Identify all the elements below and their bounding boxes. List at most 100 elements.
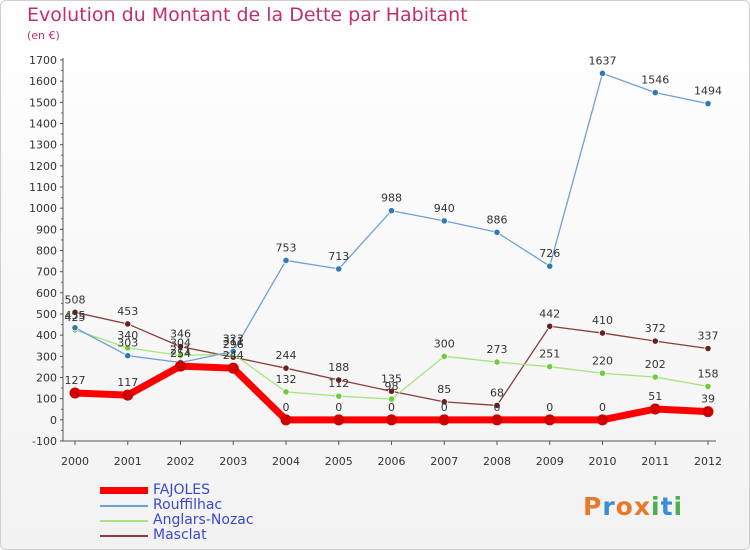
- data-point: [176, 351, 185, 360]
- data-label: 940: [434, 202, 455, 215]
- data-point: [598, 69, 607, 77]
- data-point: [493, 228, 501, 236]
- data-point: [387, 387, 396, 395]
- data-label: 346: [170, 328, 191, 341]
- data-point: [176, 342, 185, 351]
- data-point: [71, 308, 79, 316]
- data-label: 453: [117, 305, 138, 318]
- data-point: [175, 360, 186, 372]
- data-label: 303: [117, 337, 138, 350]
- data-label: 220: [592, 354, 613, 367]
- x-tick-label: 2001: [114, 455, 142, 468]
- data-point: [598, 369, 607, 377]
- data-label: 340: [117, 329, 138, 342]
- data-label: 726: [539, 247, 560, 260]
- y-tick-label: 600: [36, 287, 57, 300]
- data-label: 202: [645, 358, 666, 371]
- data-label: 1546: [641, 74, 669, 87]
- data-label: 713: [328, 250, 349, 263]
- data-label: 51: [648, 390, 662, 403]
- data-point: [335, 376, 343, 384]
- data-point: [387, 207, 396, 215]
- legend-label: Anglars-Nozac: [153, 512, 254, 528]
- y-tick-label: -100: [32, 435, 57, 448]
- data-point: [282, 388, 290, 396]
- data-label: 98: [385, 380, 399, 393]
- y-tick-label: 400: [36, 329, 57, 342]
- logo-letter: i: [651, 492, 661, 521]
- data-label: 117: [117, 376, 138, 389]
- data-label: 244: [276, 349, 297, 362]
- data-label: 112: [328, 377, 349, 390]
- data-label: 0: [335, 401, 342, 414]
- data-point: [124, 344, 132, 352]
- legend-swatch: [100, 487, 148, 494]
- x-tick-label: 2009: [536, 455, 564, 468]
- data-label: 372: [645, 322, 666, 335]
- legend-label: Rouffilhac: [153, 497, 223, 513]
- data-point: [438, 414, 450, 426]
- y-tick-label: 500: [36, 308, 57, 321]
- x-tick-label: 2012: [694, 455, 722, 468]
- data-point: [597, 414, 608, 426]
- data-label: 425: [65, 311, 86, 324]
- data-label: 886: [487, 213, 508, 226]
- y-tick-label: 200: [36, 372, 57, 385]
- data-point: [702, 406, 714, 418]
- y-tick-label: 1500: [29, 96, 57, 109]
- data-label: 251: [539, 348, 560, 361]
- x-tick-label: 2002: [167, 455, 195, 468]
- proxiti-logo: Proxiti: [583, 492, 683, 521]
- data-point: [651, 88, 659, 97]
- logo-letter: P: [583, 492, 603, 521]
- data-label: 508: [65, 293, 86, 306]
- y-tick-label: 1400: [29, 118, 57, 131]
- data-point: [227, 362, 239, 374]
- data-label: 0: [441, 401, 448, 414]
- data-point: [440, 217, 448, 225]
- y-tick-label: 1700: [29, 54, 57, 67]
- legend-label: Masclat: [153, 527, 207, 543]
- data-label: 304: [170, 336, 191, 349]
- x-tick-label: 2010: [589, 455, 617, 468]
- x-tick-label: 2007: [430, 455, 458, 468]
- data-label: 158: [698, 367, 719, 380]
- legend-swatch: [100, 505, 148, 507]
- data-point: [651, 337, 659, 345]
- y-tick-label: 1100: [29, 181, 57, 194]
- x-tick-label: 2006: [378, 455, 406, 468]
- data-point: [493, 401, 501, 410]
- data-point: [493, 358, 501, 366]
- data-label: 132: [276, 373, 297, 386]
- data-label: 0: [599, 401, 606, 414]
- data-point: [651, 373, 659, 381]
- data-label: 337: [698, 330, 719, 343]
- data-label: 1494: [694, 85, 722, 98]
- data-point: [704, 100, 712, 108]
- data-point: [333, 414, 345, 426]
- series-line-rouffilhac: [74, 72, 709, 364]
- data-point: [544, 414, 556, 426]
- data-point: [124, 352, 132, 360]
- legend-swatch: [100, 520, 148, 522]
- data-label: 0: [283, 401, 290, 414]
- data-label: 0: [546, 401, 553, 414]
- data-point: [546, 322, 554, 330]
- data-label: 188: [328, 361, 349, 374]
- data-label: 323: [223, 332, 244, 345]
- y-tick-label: 900: [36, 223, 57, 236]
- data-point: [704, 344, 712, 353]
- y-tick-label: 300: [36, 350, 57, 363]
- data-point: [229, 347, 237, 356]
- data-point: [282, 364, 290, 372]
- data-point: [71, 324, 79, 332]
- data-point: [386, 414, 397, 426]
- data-label: 442: [539, 307, 560, 320]
- data-point: [282, 256, 290, 265]
- data-point: [280, 414, 292, 426]
- x-tick-label: 2003: [219, 455, 247, 468]
- data-point: [704, 382, 712, 390]
- logo-letter: t: [660, 492, 674, 521]
- data-label: 68: [490, 386, 504, 399]
